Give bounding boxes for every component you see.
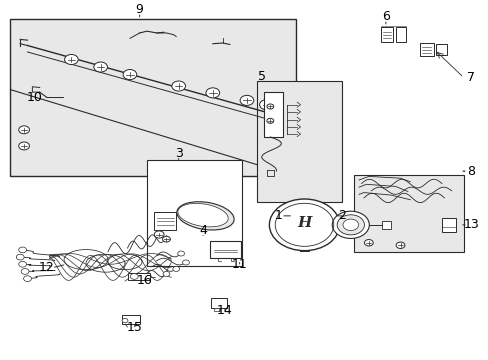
Circle shape bbox=[240, 95, 253, 105]
Text: 4: 4 bbox=[199, 224, 206, 237]
Circle shape bbox=[19, 247, 26, 253]
Bar bbox=[380, 27, 392, 41]
Circle shape bbox=[172, 266, 179, 271]
Circle shape bbox=[163, 271, 169, 276]
Circle shape bbox=[16, 254, 24, 260]
Bar bbox=[382, 221, 390, 229]
Ellipse shape bbox=[177, 202, 234, 230]
Bar bbox=[435, 44, 446, 55]
Circle shape bbox=[123, 69, 137, 80]
Circle shape bbox=[266, 104, 273, 109]
Circle shape bbox=[19, 126, 29, 134]
Text: 11: 11 bbox=[231, 258, 247, 271]
Text: 3: 3 bbox=[174, 147, 182, 159]
Text: 5: 5 bbox=[257, 69, 265, 82]
Bar bbox=[256, 81, 341, 202]
Circle shape bbox=[130, 274, 138, 279]
Bar bbox=[395, 27, 406, 41]
Circle shape bbox=[154, 231, 163, 238]
Text: 9: 9 bbox=[136, 3, 143, 16]
Circle shape bbox=[342, 219, 358, 230]
Text: 10: 10 bbox=[27, 91, 42, 104]
Bar bbox=[147, 160, 242, 266]
Bar bbox=[264, 92, 282, 137]
Circle shape bbox=[395, 242, 404, 248]
Text: 6: 6 bbox=[381, 10, 389, 23]
Circle shape bbox=[364, 239, 372, 246]
Circle shape bbox=[182, 260, 189, 265]
Text: 1: 1 bbox=[274, 210, 282, 222]
Circle shape bbox=[21, 269, 29, 274]
Text: 15: 15 bbox=[126, 320, 142, 333]
Circle shape bbox=[171, 81, 185, 91]
Circle shape bbox=[205, 88, 219, 98]
Ellipse shape bbox=[178, 203, 228, 227]
Bar bbox=[154, 212, 176, 230]
Circle shape bbox=[259, 100, 273, 110]
Circle shape bbox=[266, 118, 273, 123]
Bar bbox=[353, 175, 463, 252]
Bar bbox=[214, 308, 220, 311]
Circle shape bbox=[122, 319, 128, 323]
Bar bbox=[210, 241, 240, 258]
Bar bbox=[10, 19, 295, 176]
Text: 8: 8 bbox=[466, 165, 474, 177]
Text: 2: 2 bbox=[337, 210, 345, 222]
Bar bbox=[128, 273, 150, 280]
Bar bbox=[441, 218, 455, 231]
Text: 14: 14 bbox=[217, 305, 232, 318]
Circle shape bbox=[331, 211, 368, 238]
Bar bbox=[122, 315, 140, 324]
Bar bbox=[211, 298, 226, 308]
Circle shape bbox=[23, 276, 31, 282]
Text: 12: 12 bbox=[39, 261, 55, 274]
Circle shape bbox=[94, 62, 107, 72]
Text: 13: 13 bbox=[463, 218, 478, 231]
Circle shape bbox=[19, 142, 29, 150]
Circle shape bbox=[336, 215, 364, 235]
Circle shape bbox=[162, 236, 170, 242]
Text: 7: 7 bbox=[466, 71, 474, 84]
Text: 16: 16 bbox=[136, 274, 152, 287]
Circle shape bbox=[177, 251, 184, 256]
Circle shape bbox=[269, 199, 339, 251]
Circle shape bbox=[64, 54, 78, 64]
Bar bbox=[419, 42, 433, 56]
Circle shape bbox=[19, 261, 26, 267]
Text: H: H bbox=[297, 216, 311, 230]
